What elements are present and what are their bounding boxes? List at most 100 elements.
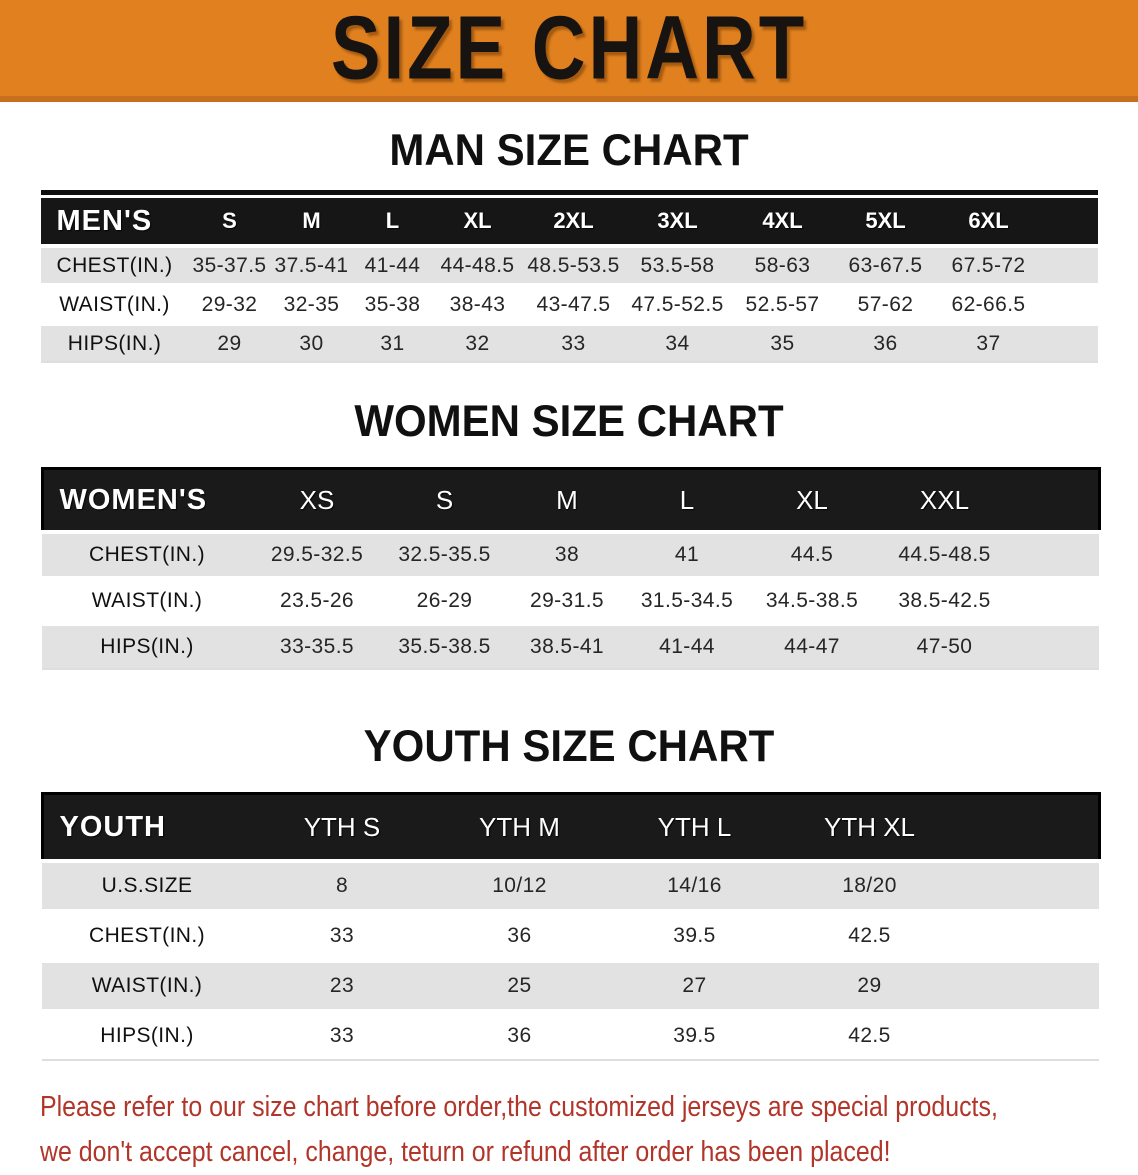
size-value-cell: 37.5-41 [270,244,353,285]
size-value-cell: 36 [432,1009,607,1060]
table-row: HIPS(IN.) 33 36 39.5 42.5 [42,1009,1099,1060]
size-column-header: XS [252,467,382,534]
women-size-table: WOMEN'S XS S M L XL XXL CHEST(IN.) 29.5-32.5 32.5… [40,467,1101,670]
size-column-header: 2XL [522,198,625,246]
size-chart-banner: SIZE CHART [0,0,1138,102]
row-label: CHEST(IN.) [40,244,189,285]
men-size-table-wrap: MEN'S S M L XL 2XL 3XL 4XL 5XL 6XL CHEST(IN.) 35-37… [40,190,1098,363]
youth-size-table: YOUTH YTH S YTH M YTH L YTH XL U.S.SIZE 8 10/12… [40,792,1101,1061]
size-value-cell: 35 [730,322,835,362]
table-top-rule [40,190,1098,195]
table-header-row: WOMEN'S XS S M L XL XXL [40,467,1101,534]
size-table: MEN'S S M L XL 2XL 3XL 4XL 5XL 6XL CHEST(IN.) 35-37… [40,198,1098,363]
size-column-header: S [382,467,507,534]
size-value-cell: 37 [936,322,1041,362]
disclaimer-line-2: we don't accept cancel, change, teturn o… [40,1136,891,1168]
size-value-cell: 38 [507,530,627,578]
cell-filler [1012,530,1099,578]
size-column-header: XXL [877,467,1012,534]
cell-filler [1040,283,1098,324]
table-header-row: YOUTH YTH S YTH M YTH L YTH XL [40,792,1101,863]
size-column-header: 5XL [834,198,937,246]
table-header-row: MEN'S S M L XL 2XL 3XL 4XL 5XL 6XL [40,198,1098,246]
men-section-heading-text: MAN SIZE CHART [389,124,749,175]
row-label: HIPS(IN.) [42,622,252,669]
size-value-cell: 63-67.5 [834,244,937,285]
header-filler [957,792,1101,863]
men-section-heading: MAN SIZE CHART [0,124,1138,175]
cell-filler [957,1009,1099,1060]
size-value-cell: 33 [522,322,625,362]
size-value-cell: 57-62 [834,283,937,324]
size-value-cell: 39.5 [607,909,782,961]
size-column-header: XL [747,467,877,534]
size-value-cell: 58-63 [730,244,835,285]
size-value-cell: 38-43 [432,283,523,324]
women-section-heading: WOMEN SIZE CHART [0,396,1138,446]
size-value-cell: 36 [432,909,607,961]
size-column-header: 6XL [936,198,1041,246]
size-value-cell: 33 [252,1009,432,1060]
cell-filler [957,909,1099,961]
size-value-cell: 67.5-72 [936,244,1041,285]
size-value-cell: 38.5-41 [507,622,627,669]
size-value-cell: 27 [607,959,782,1011]
size-value-cell: 32.5-35.5 [382,530,507,578]
men-size-section: MAN SIZE CHART MEN'S S M L XL 2XL 3XL 4XL 5XL 6XL… [0,124,1138,363]
cell-filler [1040,244,1098,285]
table-row: HIPS(IN.) 29 30 31 32 33 34 35 36 37 [40,322,1098,362]
size-value-cell: 47.5-52.5 [624,283,731,324]
size-column-header: L [352,198,433,246]
size-value-cell: 10/12 [432,859,607,911]
row-label: HIPS(IN.) [42,1009,252,1060]
header-filler [1040,198,1098,246]
size-value-cell: 36 [834,322,937,362]
size-value-cell: 23.5-26 [252,576,382,624]
size-value-cell: 23 [252,959,432,1011]
size-value-cell: 39.5 [607,1009,782,1060]
size-column-header: YTH L [607,792,782,863]
table-corner-label: MEN'S [40,198,189,246]
size-column-header: S [188,198,271,246]
size-column-header: YTH M [432,792,607,863]
row-label: WAIST(IN.) [42,959,252,1011]
size-value-cell: 43-47.5 [522,283,625,324]
size-value-cell: 41-44 [352,244,433,285]
table-row: CHEST(IN.) 29.5-32.5 32.5-35.5 38 41 44.5 44.5… [42,530,1099,578]
size-value-cell: 14/16 [607,859,782,911]
cell-filler [957,959,1099,1011]
cell-filler [1040,322,1098,362]
size-value-cell: 25 [432,959,607,1011]
size-value-cell: 32 [432,322,523,362]
page-title: SIZE CHART [330,0,808,99]
header-filler [1012,467,1101,534]
cell-filler [1012,622,1099,669]
size-value-cell: 52.5-57 [730,283,835,324]
size-value-cell: 29.5-32.5 [252,530,382,578]
disclaimer: Please refer to our size chart before or… [40,1085,1138,1175]
size-value-cell: 44-48.5 [432,244,523,285]
size-value-cell: 41-44 [627,622,747,669]
size-value-cell: 31 [352,322,433,362]
youth-size-section: YOUTH SIZE CHART YOUTH YTH S YTH M YTH L YTH… [0,721,1138,1061]
size-column-header: YTH S [252,792,432,863]
size-value-cell: 29-31.5 [507,576,627,624]
table-row: U.S.SIZE 8 10/12 14/16 18/20 [42,859,1099,911]
size-value-cell: 42.5 [782,909,957,961]
table-row: WAIST(IN.) 23 25 27 29 [42,959,1099,1011]
size-value-cell: 29-32 [188,283,271,324]
women-size-table-wrap: WOMEN'S XS S M L XL XXL CHEST(IN.) 29.5-32.5 32.5… [40,467,1101,670]
women-size-section: WOMEN SIZE CHART WOMEN'S XS S M L XL XXL CHEST(… [0,396,1138,670]
row-label: WAIST(IN.) [42,576,252,624]
table-row: WAIST(IN.) 23.5-26 26-29 29-31.5 31.5-34.5 34… [42,576,1099,624]
size-value-cell: 34 [624,322,731,362]
size-value-cell: 30 [270,322,353,362]
size-value-cell: 8 [252,859,432,911]
size-value-cell: 53.5-58 [624,244,731,285]
size-value-cell: 42.5 [782,1009,957,1060]
row-label: WAIST(IN.) [40,283,189,324]
table-row: WAIST(IN.) 29-32 32-35 35-38 38-43 43-47.5 47.… [40,283,1098,324]
size-column-header: YTH XL [782,792,957,863]
size-column-header: L [627,467,747,534]
row-label: CHEST(IN.) [42,530,252,578]
